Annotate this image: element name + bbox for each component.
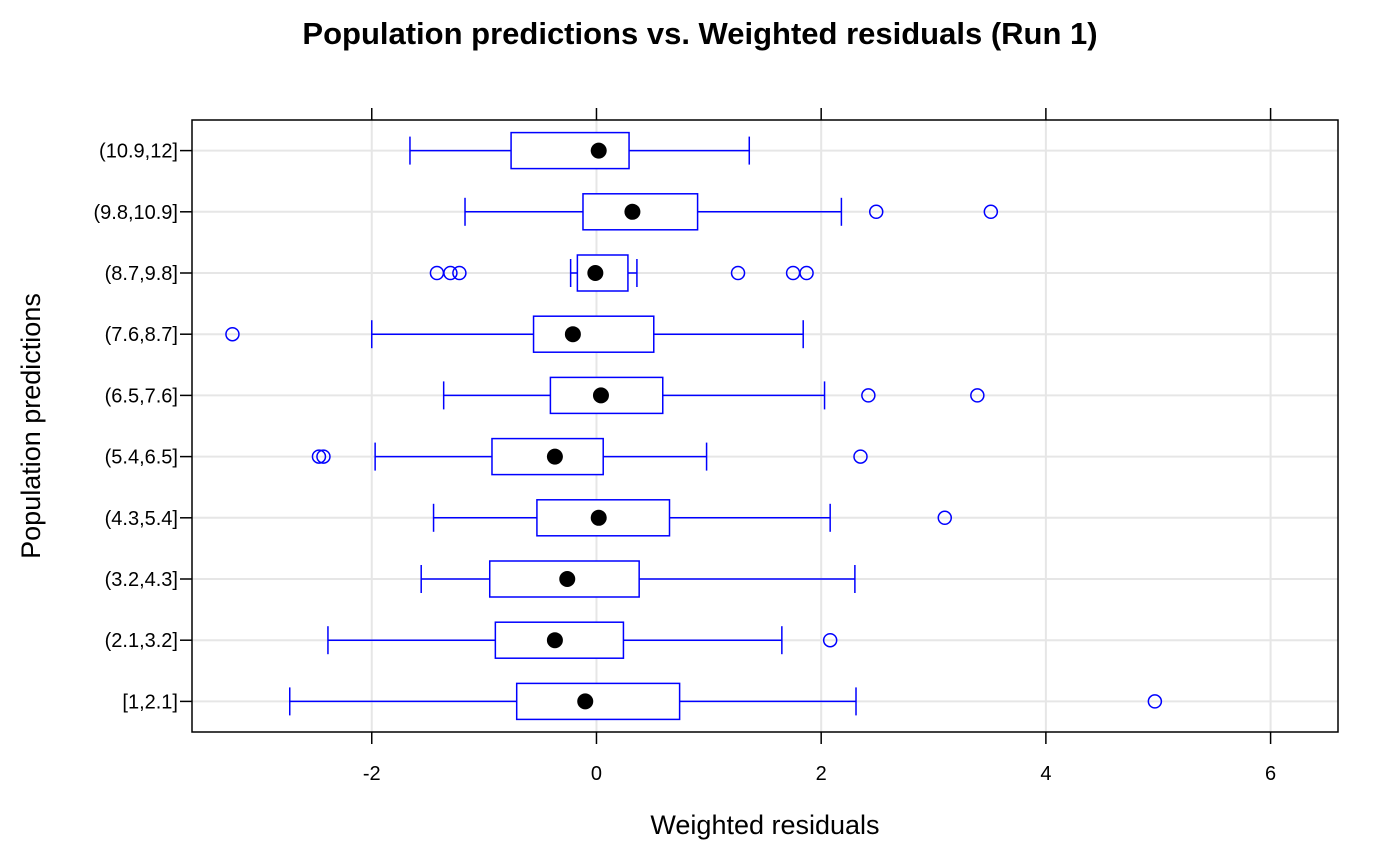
median-dot: [590, 509, 607, 526]
box-iqr: [515, 682, 681, 721]
y-category-label: [1,2.1]: [122, 691, 178, 713]
chart-title: Population predictions vs. Weighted resi…: [302, 16, 1097, 51]
box-iqr: [532, 315, 655, 353]
y-category-label: (7.6,8.7]: [105, 324, 178, 346]
outlier-point: [983, 204, 999, 220]
median-dot: [546, 448, 563, 465]
outlier-point: [443, 265, 458, 281]
x-tick-label: 6: [1265, 763, 1276, 785]
plot-frame: [191, 119, 1339, 733]
median-dot: [559, 571, 576, 587]
median-dot: [590, 142, 607, 159]
y-category-label: (2.1,3.2]: [105, 630, 178, 652]
outlier-point: [730, 265, 746, 281]
box-iqr: [510, 131, 630, 170]
outlier-point: [822, 632, 838, 648]
outlier-point: [311, 449, 327, 464]
median-dot: [624, 203, 641, 220]
x-tick-label: 4: [1040, 763, 1051, 785]
y-axis-label: Population predictions: [16, 293, 46, 559]
y-category-label: (3.2,4.3]: [105, 569, 178, 591]
x-tick-label: 2: [816, 763, 827, 785]
axis-layer: -2 0 2 4 6 [1,2.1] (2.1,3.2] (3.2,4.3] (4.3,5.4]…: [93, 108, 1276, 785]
outlier-point: [853, 449, 868, 464]
outlier-point: [937, 510, 953, 526]
median-dot: [546, 632, 563, 649]
y-category-label: (6.5,7.6]: [105, 385, 178, 407]
outlier-point: [861, 388, 876, 403]
median-dot: [587, 265, 604, 281]
outlier-point: [452, 265, 467, 281]
outlier-point: [970, 388, 985, 403]
outlier-point: [1147, 694, 1163, 709]
box-iqr: [549, 376, 664, 415]
outlier-point: [225, 326, 240, 342]
outlier-point: [868, 204, 884, 220]
y-category-label: (8.7,9.8]: [105, 263, 178, 285]
x-tick-label: 0: [591, 763, 602, 785]
outlier-point: [799, 265, 814, 281]
x-tick-label: -2: [363, 763, 381, 785]
box-layer: [225, 131, 1163, 721]
median-dot: [577, 693, 594, 710]
outlier-point: [316, 449, 331, 464]
median-dot: [592, 387, 609, 404]
y-category-label: (4.3,5.4]: [105, 508, 178, 530]
y-category-label: (5.4,6.5]: [105, 447, 178, 469]
median-dot: [564, 326, 581, 343]
y-category-label: (10.9,12]: [99, 141, 178, 163]
x-axis-label: Weighted residuals: [650, 810, 879, 840]
y-category-label: (9.8,10.9]: [93, 202, 178, 224]
